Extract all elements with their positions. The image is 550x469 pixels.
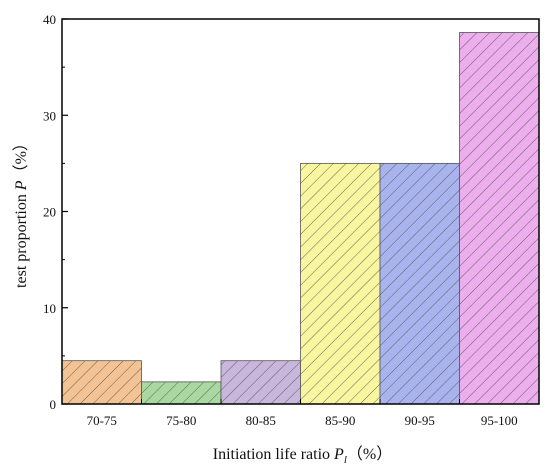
x-tick-label: 75-80 [166,413,196,428]
x-axis-title-symbol: P [333,446,344,463]
bar-95-100 [459,32,540,405]
x-tick-label: 95-100 [481,413,518,428]
y-axis-title-symbol: P [13,180,30,191]
x-tick-label: 90-95 [405,413,435,428]
y-axis-title-text: test proportion [13,190,30,288]
x-axis-title-text: Initiation life ratio [213,446,334,463]
y-tick-label: 10 [43,301,56,316]
x-tick-label: 85-90 [325,413,355,428]
bars-group [61,32,540,405]
y-axis-title: test proportion P（%） [12,135,30,288]
bar-70-75 [61,360,142,405]
bar-80-85 [220,360,301,405]
bar-75-80 [141,381,222,405]
bar-90-95 [379,162,460,405]
y-tick-label: 40 [43,12,56,27]
x-axis-title: Initiation life ratio Pl（%） [213,445,392,466]
x-tick-label: 80-85 [246,413,276,428]
y-axis-title-unit: （%） [12,135,30,180]
bar-85-90 [300,162,381,405]
x-axis-title-subscript: l [344,454,347,466]
x-axis: 70-75 75-80 80-85 85-90 90-95 95-100 [61,399,540,428]
x-tick-label: 70-75 [87,413,117,428]
y-tick-label: 30 [43,108,56,123]
y-axis: 0 10 20 30 40 [43,12,68,412]
y-tick-label: 20 [43,205,56,220]
y-tick-label: 0 [50,397,57,412]
x-axis-title-unit: （%） [347,445,392,463]
